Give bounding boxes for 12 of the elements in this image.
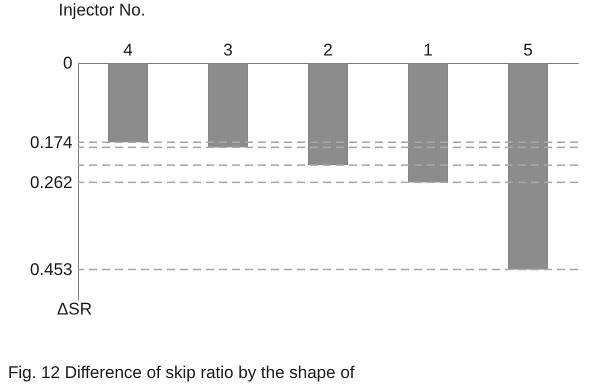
caption: Fig. 12 Difference of skip ratio by the shape of bbox=[8, 363, 355, 382]
x-tick-label: 4 bbox=[123, 40, 133, 60]
y-tick-label: 0 bbox=[63, 54, 72, 72]
y-axis-title: ΔSR bbox=[57, 300, 92, 318]
y-tick-label: 0.262 bbox=[30, 172, 72, 192]
x-tick-label: 1 bbox=[423, 40, 433, 60]
x-tick-label: 5 bbox=[523, 40, 533, 60]
x-tick-label: 3 bbox=[223, 40, 233, 60]
x-tick-label: 2 bbox=[323, 40, 333, 60]
x-axis-title: Injector No. bbox=[58, 0, 146, 20]
y-tick-label: 0.174 bbox=[30, 132, 72, 152]
y-tick-label: 0.453 bbox=[30, 260, 72, 279]
